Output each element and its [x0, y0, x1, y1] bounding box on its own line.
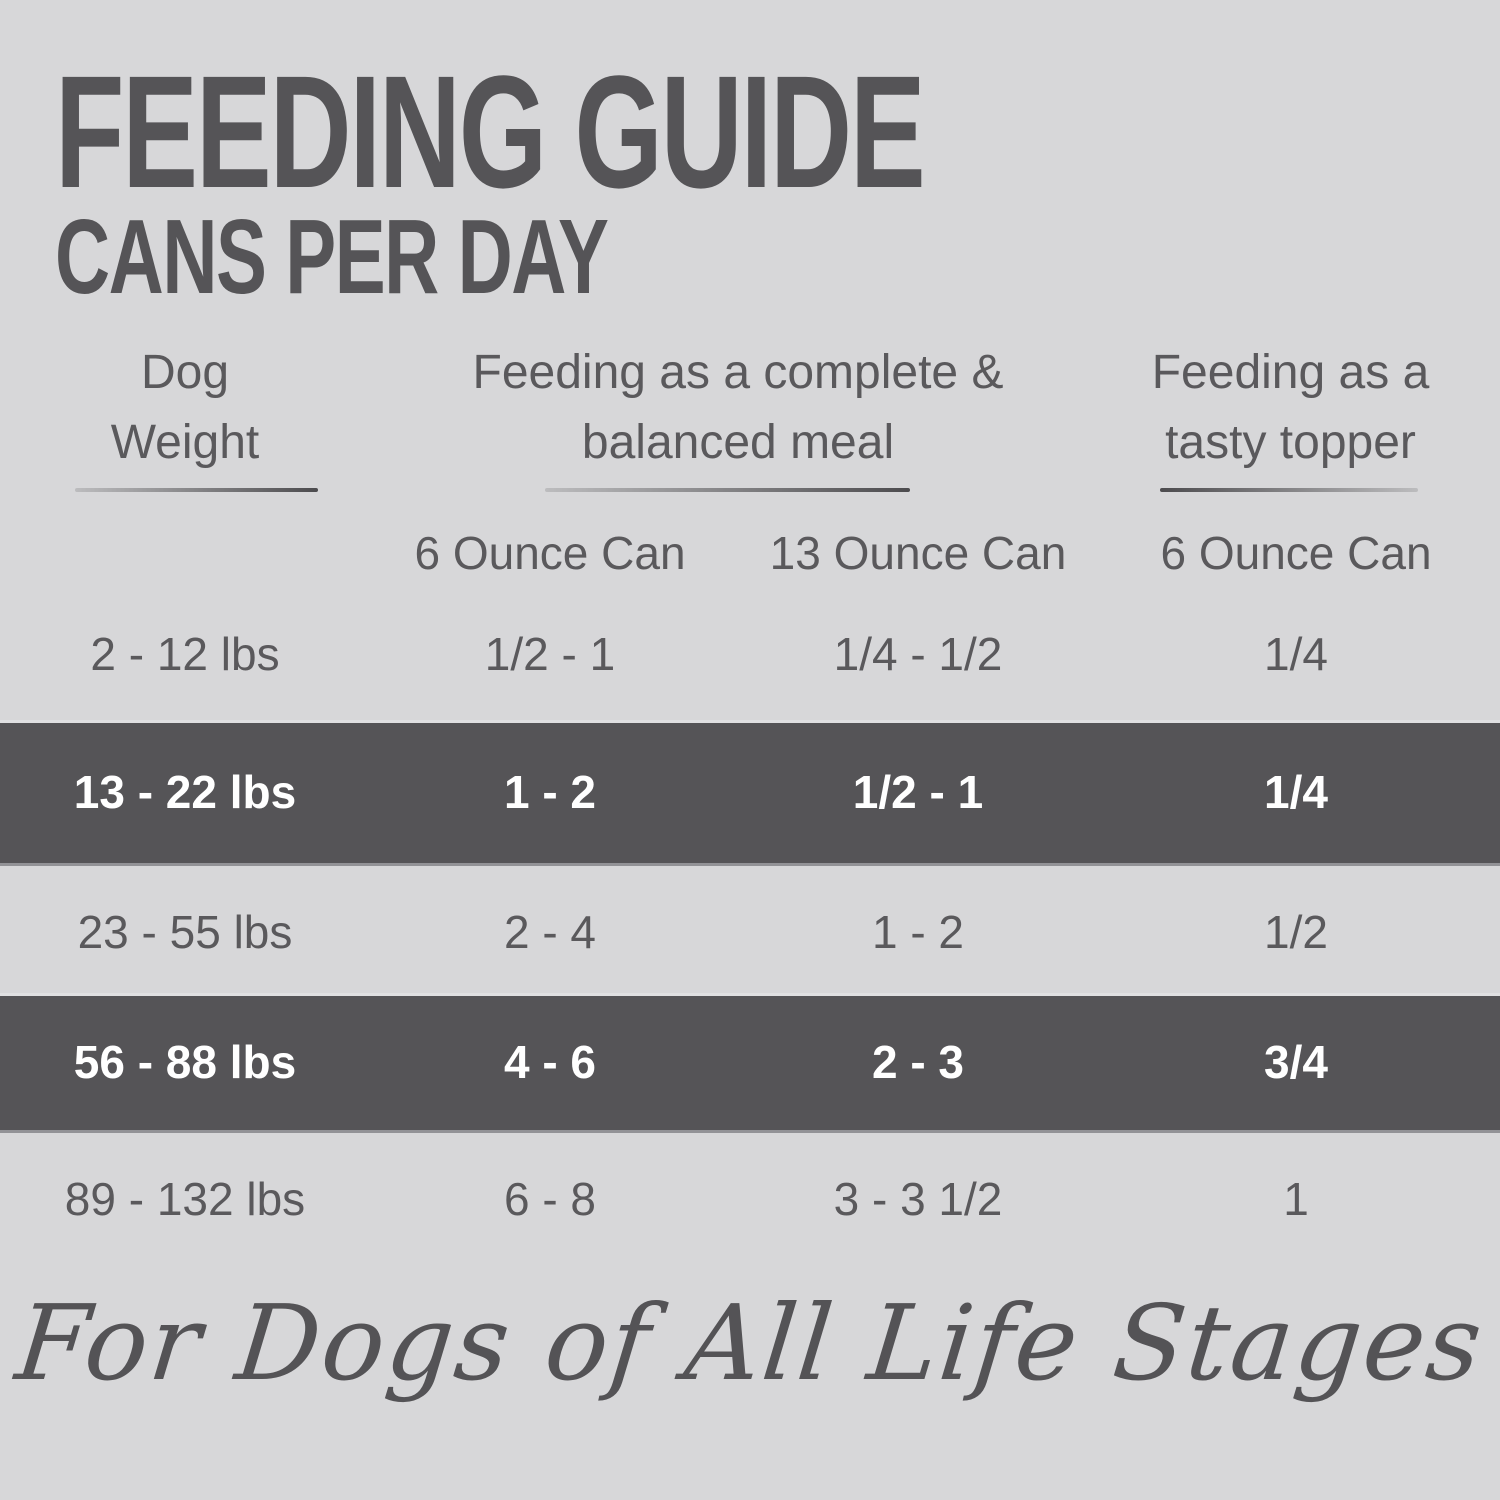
header-tasty-topper-line1: Feeding as a: [1151, 346, 1430, 399]
cell-complete-6oz: 1 - 2: [503, 766, 597, 819]
cell-topper-6oz: 1/2: [1264, 906, 1328, 959]
page-subtitle: CANS PER DAY: [55, 198, 609, 316]
page-title: FEEDING GUIDE: [55, 42, 926, 221]
cell-topper-6oz: 1/4: [1264, 628, 1328, 681]
header-underline-dog-weight: [75, 488, 318, 492]
header-complete-meal-line2: balanced meal: [581, 416, 895, 469]
cell-complete-13oz: 3 - 3 1/2: [833, 1173, 1003, 1226]
header-underline-complete-meal: [545, 488, 910, 492]
header-dog-weight-line1: Dog: [140, 346, 230, 399]
table-header-row: Dog Weight Feeding as a complete & balan…: [0, 338, 1500, 478]
cell-complete-6oz: 2 - 4: [503, 906, 597, 959]
subheader-topper-6oz: 6 Ounce Can: [1160, 527, 1432, 580]
header-tasty-topper-line2: tasty topper: [1165, 416, 1416, 469]
table-row-highlighted: 13 - 22 lbs 1 - 2 1/2 - 1 1/4: [0, 720, 1500, 866]
cell-complete-13oz: 1/4 - 1/2: [833, 628, 1003, 681]
header-underline-tasty-topper: [1160, 488, 1418, 492]
cell-dog-weight: 89 - 132 lbs: [64, 1173, 306, 1226]
cell-complete-13oz: 1 - 2: [871, 906, 965, 959]
cell-topper-6oz: 3/4: [1264, 1036, 1328, 1089]
tagline-script: For Dogs of All Life Stages: [10, 1282, 1490, 1404]
cell-complete-13oz: 2 - 3: [871, 1036, 965, 1089]
cell-dog-weight: 13 - 22 lbs: [73, 766, 297, 819]
table-row: 89 - 132 lbs 6 - 8 3 - 3 1/2 1: [0, 1145, 1500, 1255]
header-dog-weight-line2: Weight: [110, 416, 260, 469]
cell-complete-6oz: 4 - 6: [503, 1036, 597, 1089]
header-dog-weight: Dog Weight: [0, 338, 370, 478]
cell-dog-weight: 56 - 88 lbs: [73, 1036, 297, 1089]
header-tasty-topper: Feeding as a tasty topper: [1106, 338, 1500, 478]
header-complete-meal-line1: Feeding as a complete &: [472, 346, 1004, 399]
cell-topper-6oz: 1/4: [1264, 766, 1328, 819]
subheader-complete-6oz: 6 Ounce Can: [414, 527, 686, 580]
cell-dog-weight: 23 - 55 lbs: [77, 906, 293, 959]
cell-complete-13oz: 1/2 - 1: [852, 766, 984, 819]
subheader-complete-13oz: 13 Ounce Can: [769, 527, 1067, 580]
cell-topper-6oz: 1: [1283, 1173, 1309, 1226]
cell-complete-6oz: 6 - 8: [503, 1173, 597, 1226]
table-row-highlighted: 56 - 88 lbs 4 - 6 2 - 3 3/4: [0, 993, 1500, 1133]
table-row: 2 - 12 lbs 1/2 - 1 1/4 - 1/2 1/4: [0, 600, 1500, 710]
table-row: 23 - 55 lbs 2 - 4 1 - 2 1/2: [0, 878, 1500, 988]
header-complete-meal: Feeding as a complete & balanced meal: [370, 338, 1106, 478]
cell-dog-weight: 2 - 12 lbs: [90, 628, 280, 681]
table-subheader-row: 6 Ounce Can 13 Ounce Can 6 Ounce Can: [0, 524, 1500, 584]
cell-complete-6oz: 1/2 - 1: [484, 628, 616, 681]
